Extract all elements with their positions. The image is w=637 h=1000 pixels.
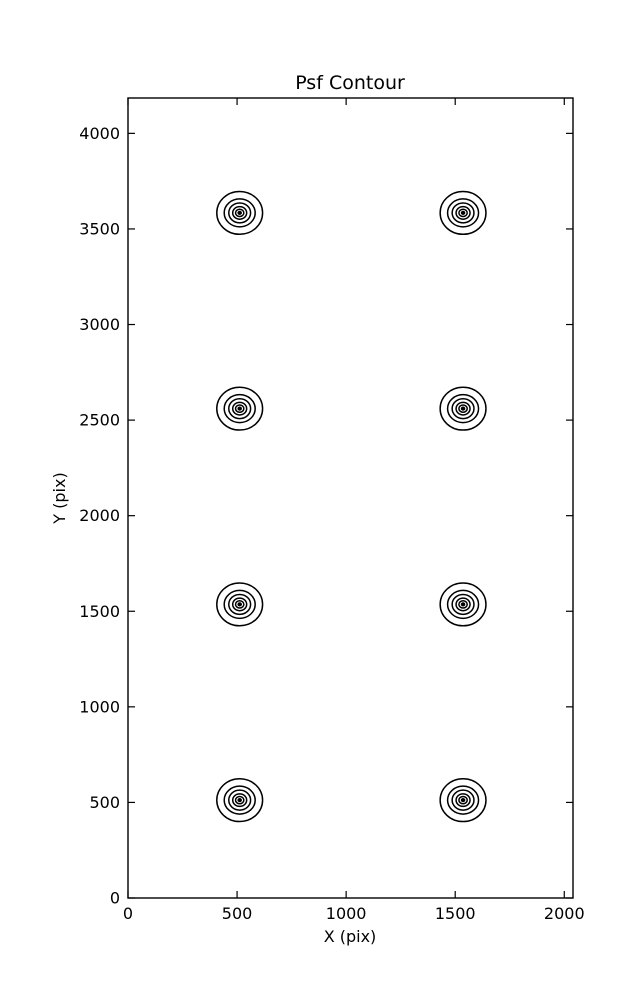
contour-ring — [455, 597, 471, 612]
contour-peak-dot — [460, 406, 466, 411]
contour-ring — [234, 599, 245, 609]
x-axis-label: X (pix) — [324, 927, 377, 946]
contour-ring — [458, 599, 468, 609]
y-tick-label: 2500 — [79, 411, 120, 430]
contour-ring — [451, 593, 475, 616]
contour-ring — [234, 795, 245, 805]
y-tick-label: 500 — [89, 793, 120, 812]
contour-ring — [446, 198, 480, 228]
contour-ring — [451, 202, 475, 224]
contour-ring — [234, 404, 245, 414]
contour-ring — [231, 205, 248, 220]
contour-ring — [458, 208, 468, 218]
contour-peak-dot — [460, 798, 466, 803]
x-tick-label: 500 — [222, 904, 253, 923]
contour-ring — [223, 198, 256, 228]
contour-ring — [458, 404, 468, 414]
contour-ring — [451, 397, 475, 420]
contour-ring — [228, 593, 252, 616]
y-tick-label: 4000 — [79, 124, 120, 143]
y-tick-label: 1500 — [79, 602, 120, 621]
plot-area: 0 500 1000 1500 2000 0 500 1000 1500 2000 2500 3000… — [79, 97, 585, 923]
contour-peak-dot — [460, 210, 466, 215]
contour-ring — [446, 785, 480, 815]
contour-ring — [446, 589, 480, 620]
contour-peak-dot — [237, 406, 242, 411]
y-tick-label: 3500 — [79, 219, 120, 238]
contour-ring — [216, 190, 264, 236]
contour-ring — [216, 777, 264, 823]
contour-ring — [439, 386, 487, 431]
contour-ring — [439, 582, 487, 627]
contour-ring — [455, 401, 471, 416]
contour-ring — [231, 793, 248, 808]
x-tick-label: 0 — [123, 904, 133, 923]
contour-ring — [458, 795, 468, 805]
x-tick-label: 1000 — [326, 904, 367, 923]
axes-frame — [127, 97, 574, 899]
x-tick-label: 2000 — [544, 904, 585, 923]
contour-ring — [223, 589, 256, 620]
contour-ring — [223, 785, 256, 815]
contour-ring — [234, 208, 245, 218]
contour-ring — [439, 777, 487, 823]
contour-ring — [216, 582, 264, 627]
contour-peak-dot — [237, 798, 242, 803]
y-tick-label: 1000 — [79, 697, 120, 716]
contour-ring — [231, 401, 248, 416]
contour-ring — [228, 397, 252, 420]
contour-ring — [228, 202, 252, 224]
x-tick-label: 1500 — [435, 904, 476, 923]
contour-ring — [216, 386, 264, 431]
contour-ring — [228, 789, 252, 811]
contour-ring — [446, 393, 480, 424]
contour-peak-dot — [460, 602, 466, 607]
contour-peak-dot — [237, 602, 242, 607]
y-tick-label: 3000 — [79, 315, 120, 334]
chart-title: Psf Contour — [295, 72, 405, 94]
y-tick-label: 0 — [110, 889, 120, 908]
contour-ring — [455, 793, 471, 808]
contour-ring — [455, 205, 471, 220]
contour-ring — [223, 393, 256, 424]
y-tick-label: 2000 — [79, 506, 120, 525]
contour-peak-dot — [237, 210, 242, 215]
contour-ring — [451, 789, 475, 811]
y-axis-label: Y (pix) — [50, 472, 69, 524]
contour-ring — [439, 190, 487, 236]
contour-ring — [231, 597, 248, 612]
